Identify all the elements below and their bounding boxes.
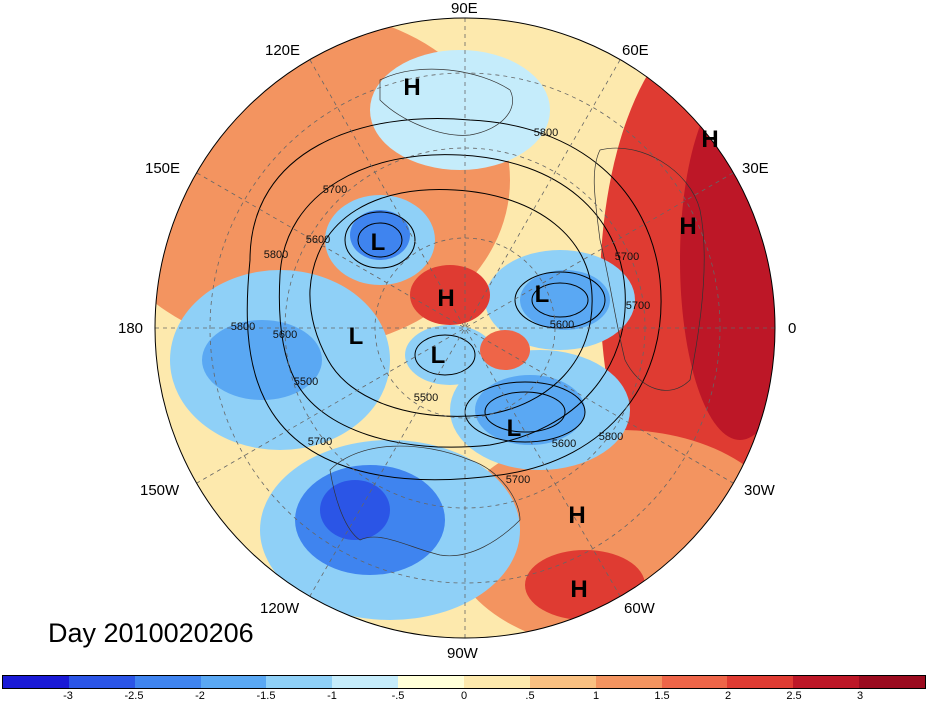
contour-label: 5700 bbox=[505, 474, 531, 486]
lon-label-120w: 120W bbox=[260, 600, 300, 617]
colorbar-segment bbox=[332, 676, 399, 688]
contour-label: 5700 bbox=[307, 436, 333, 448]
colorbar-tick-label: -2 bbox=[195, 690, 205, 702]
lon-label-90w: 90W bbox=[447, 645, 478, 662]
colorbar-segment bbox=[727, 676, 794, 688]
graticule bbox=[155, 18, 775, 638]
contour-label: 5600 bbox=[551, 438, 577, 450]
low-pressure-center: L bbox=[534, 281, 550, 308]
high-pressure-center: H bbox=[568, 502, 586, 529]
contour-label: 5700 bbox=[625, 300, 651, 312]
contour-label: 5700 bbox=[322, 184, 348, 196]
contour-label: 5800 bbox=[263, 249, 289, 261]
low-pressure-center: L bbox=[430, 342, 446, 369]
colorbar-segment bbox=[134, 676, 201, 688]
map-boundary bbox=[154, 17, 776, 639]
contour-label: 5500 bbox=[413, 392, 439, 404]
low-pressure-center: L bbox=[348, 323, 364, 350]
colorbar-tick-label: -.5 bbox=[391, 690, 405, 702]
colorbar-segment bbox=[793, 676, 860, 688]
colorbar-tick-label: .5 bbox=[525, 690, 535, 702]
colorbar-tick-label: 2.5 bbox=[786, 690, 802, 702]
colorbar-tick-label: -3 bbox=[63, 690, 73, 702]
high-pressure-center: H bbox=[570, 576, 588, 603]
colorbar-segment bbox=[3, 676, 69, 688]
colorbar bbox=[2, 675, 926, 689]
colorbar-tick-label: 1 bbox=[592, 690, 600, 702]
colorbar-tick-label: -2.5 bbox=[124, 690, 144, 702]
colorbar-tick-label: 2 bbox=[724, 690, 732, 702]
colorbar-segment bbox=[661, 676, 728, 688]
colorbar-segment bbox=[398, 676, 465, 688]
date-title: Day 2010020206 bbox=[48, 618, 254, 648]
high-pressure-center: H bbox=[403, 74, 421, 101]
contour-label: 5700 bbox=[614, 251, 640, 263]
colorbar-segment bbox=[68, 676, 135, 688]
coastlines bbox=[329, 68, 705, 557]
colorbar-tick-label: -1 bbox=[327, 690, 337, 702]
lon-label-90e: 90E bbox=[451, 0, 478, 17]
high-pressure-center: H bbox=[437, 285, 455, 312]
lon-label-150e: 150E bbox=[145, 160, 181, 177]
low-pressure-center: L bbox=[506, 415, 522, 442]
contour-label: 5600 bbox=[549, 319, 575, 331]
colorbar-tick-label: 0 bbox=[460, 690, 468, 702]
lon-label-150w: 150W bbox=[140, 482, 180, 499]
height-contours bbox=[246, 118, 662, 481]
lon-label-60e: 60E bbox=[622, 42, 649, 59]
lon-label-180: 180 bbox=[118, 320, 144, 337]
high-pressure-center: H bbox=[701, 126, 719, 153]
colorbar-tick-label: -1.5 bbox=[256, 690, 276, 702]
lon-label-120e: 120E bbox=[265, 42, 301, 59]
colorbar-segment bbox=[200, 676, 267, 688]
lon-label-30w: 30W bbox=[744, 482, 775, 499]
contour-label: 5600 bbox=[305, 234, 331, 246]
colorbar-segment bbox=[266, 676, 333, 688]
colorbar-segment bbox=[595, 676, 662, 688]
colorbar-tick-label: 3 bbox=[856, 690, 864, 702]
contour-label: 5500 bbox=[293, 376, 319, 388]
lon-label-30e: 30E bbox=[742, 160, 769, 177]
contour-label: 5800 bbox=[598, 431, 624, 443]
contour-label: 5800 bbox=[230, 321, 256, 333]
lon-label-0: 0 bbox=[788, 320, 797, 337]
colorbar-segment bbox=[529, 676, 596, 688]
colorbar-tick-label: 1.5 bbox=[654, 690, 670, 702]
contour-label: 5600 bbox=[272, 329, 298, 341]
high-pressure-center: H bbox=[679, 213, 697, 240]
contour-label: 5800 bbox=[533, 127, 559, 139]
low-pressure-center: L bbox=[370, 229, 386, 256]
colorbar-segment bbox=[464, 676, 530, 688]
colorbar-segment bbox=[859, 676, 926, 688]
lon-label-60w: 60W bbox=[624, 600, 655, 617]
